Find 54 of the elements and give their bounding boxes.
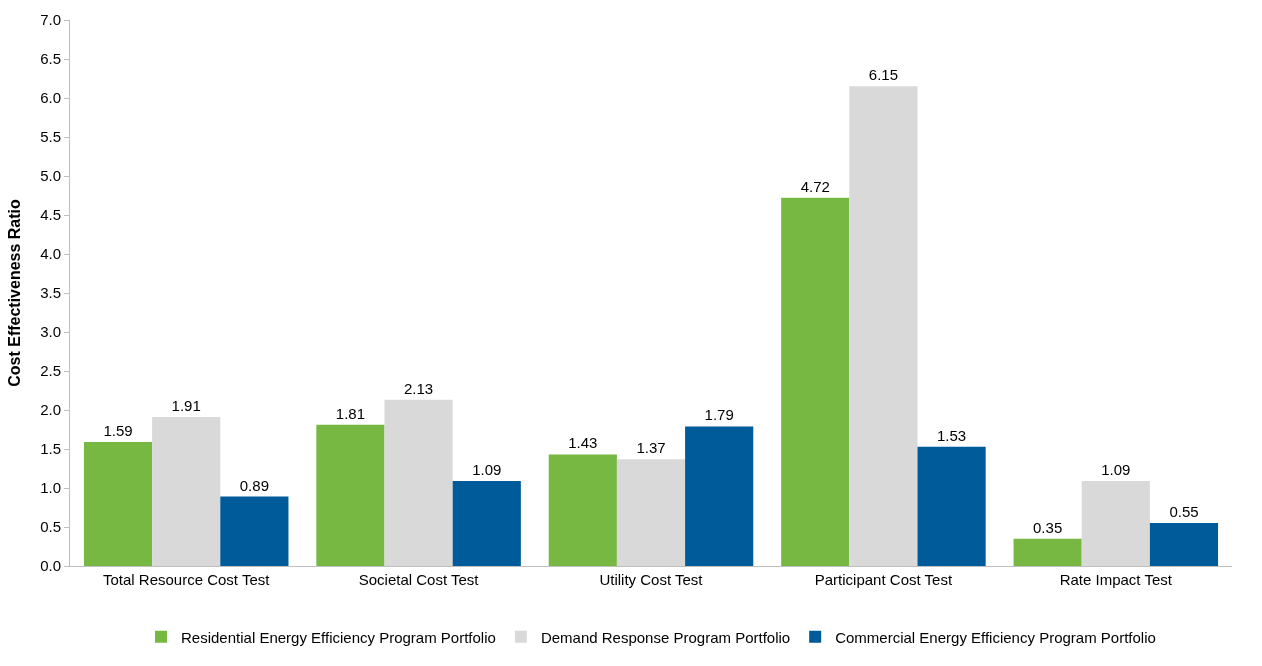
y-tick-label: 5.0 [40, 167, 61, 185]
data-label: 1.91 [171, 397, 201, 415]
data-label: 1.37 [636, 439, 666, 457]
y-axis-title: Cost Effectiveness Ratio [6, 198, 24, 387]
y-tick-label: 5.5 [40, 128, 61, 146]
y-tick-label: 7.0 [40, 11, 61, 29]
y-tick-label: 4.0 [40, 245, 61, 263]
data-label: 0.89 [239, 476, 269, 494]
bar [917, 446, 986, 566]
data-label: 1.53 [936, 426, 967, 444]
bar [1149, 523, 1219, 566]
data-label: 1.59 [103, 421, 133, 439]
x-tick-label: Total Resource Cost Test [102, 571, 271, 588]
y-tick-label: 2.0 [40, 401, 61, 419]
x-tick-label: Utility Cost Test [599, 571, 704, 588]
y-tick-label: 3.0 [40, 323, 61, 341]
data-label: 0.55 [1169, 503, 1199, 521]
y-tick-label: 6.0 [40, 89, 61, 107]
bar [616, 459, 686, 566]
bar [152, 417, 221, 566]
data-label: 6.15 [868, 66, 898, 84]
x-tick-label: Rate Impact Test [1059, 571, 1173, 588]
x-tick-label: Societal Cost Test [358, 571, 480, 588]
legend-label: Demand Response Program Portfolio [540, 628, 791, 646]
y-tick-label: 1.5 [40, 440, 61, 458]
y-tick-label: 0.0 [40, 557, 61, 575]
bar [83, 441, 153, 566]
data-label: 0.35 [1033, 518, 1063, 536]
bar [849, 86, 918, 566]
legend-label: Commercial Energy Efficiency Program Portfolio [835, 628, 1156, 646]
y-tick-label: 0.5 [40, 518, 61, 536]
data-label: 1.09 [1101, 460, 1131, 478]
bar [1013, 538, 1082, 566]
y-tick-label: 6.5 [40, 50, 61, 68]
y-tick-label: 1.0 [40, 479, 61, 497]
bar [316, 424, 385, 566]
bar [384, 399, 453, 566]
data-label: 1.81 [335, 404, 366, 422]
bar [548, 454, 617, 566]
bar [220, 496, 289, 566]
bar [1081, 480, 1150, 566]
y-tick-label: 3.5 [40, 284, 61, 302]
bar [685, 426, 754, 566]
data-label: 1.79 [704, 406, 734, 424]
y-tick-label: 2.5 [40, 362, 61, 380]
data-label: 1.43 [568, 434, 598, 452]
bar [452, 480, 521, 566]
y-tick-label: 4.5 [40, 206, 61, 224]
data-label: 4.72 [800, 177, 830, 195]
data-label: 2.13 [404, 379, 434, 397]
legend-label: Residential Energy Efficiency Program Portfolio [181, 628, 496, 646]
data-label: 1.09 [472, 460, 502, 478]
x-tick-label: Participant Cost Test [814, 571, 953, 588]
bar [781, 197, 850, 566]
